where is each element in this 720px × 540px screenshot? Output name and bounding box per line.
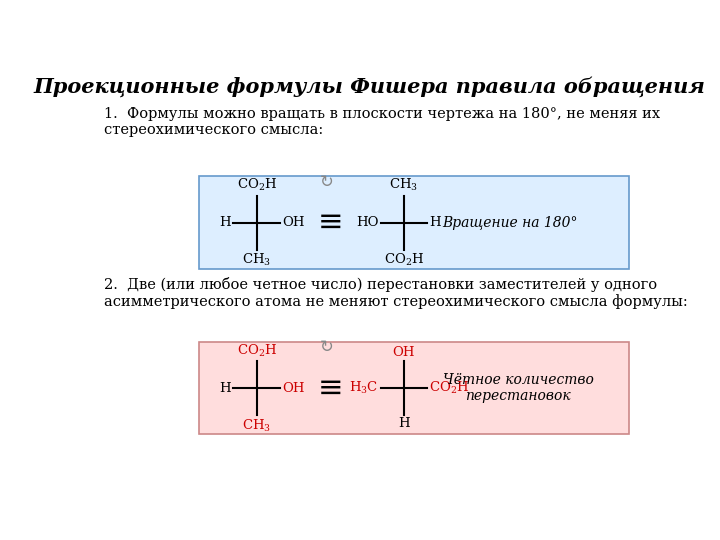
Text: ↻: ↻ [320, 339, 333, 356]
Text: HO: HO [356, 216, 378, 229]
Text: H: H [220, 382, 231, 395]
Text: $\mathregular{CO_2H}$: $\mathregular{CO_2H}$ [429, 380, 469, 396]
Text: OH: OH [282, 382, 305, 395]
Text: $\mathregular{CO_2H}$: $\mathregular{CO_2H}$ [236, 343, 276, 359]
Text: $\mathregular{CH_3}$: $\mathregular{CH_3}$ [390, 177, 418, 193]
Text: OH: OH [392, 346, 415, 359]
Bar [199, 177, 629, 269]
Text: $\mathregular{CH_3}$: $\mathregular{CH_3}$ [242, 417, 271, 434]
Text: Проекционные формулы Фишера правила обращения: Проекционные формулы Фишера правила обра… [33, 76, 705, 97]
Text: Вращение на 180°: Вращение на 180° [443, 215, 578, 230]
Text: ≡: ≡ [318, 373, 343, 404]
Text: H: H [398, 417, 410, 430]
Text: 2.  Две (или любое четное число) перестановки заместителей у одного
асимметричес: 2. Две (или любое четное число) перестан… [104, 276, 688, 309]
Text: ↻: ↻ [320, 173, 333, 191]
Bar [199, 342, 629, 434]
Text: H: H [220, 216, 231, 229]
Text: 1.  Формулы можно вращать в плоскости чертежа на 180°, не меняя их
стереохимичес: 1. Формулы можно вращать в плоскости чер… [104, 107, 660, 137]
Text: $\mathregular{CO_2H}$: $\mathregular{CO_2H}$ [384, 252, 424, 268]
Text: Чётное количество
перестановок: Чётное количество перестановок [443, 373, 593, 403]
Text: $\mathregular{CO_2H}$: $\mathregular{CO_2H}$ [236, 177, 276, 193]
Text: H: H [429, 216, 441, 229]
Text: $\mathregular{H_3C}$: $\mathregular{H_3C}$ [349, 380, 378, 396]
Text: OH: OH [282, 216, 305, 229]
Text: $\mathregular{CH_3}$: $\mathregular{CH_3}$ [242, 252, 271, 268]
Text: ≡: ≡ [318, 207, 343, 238]
